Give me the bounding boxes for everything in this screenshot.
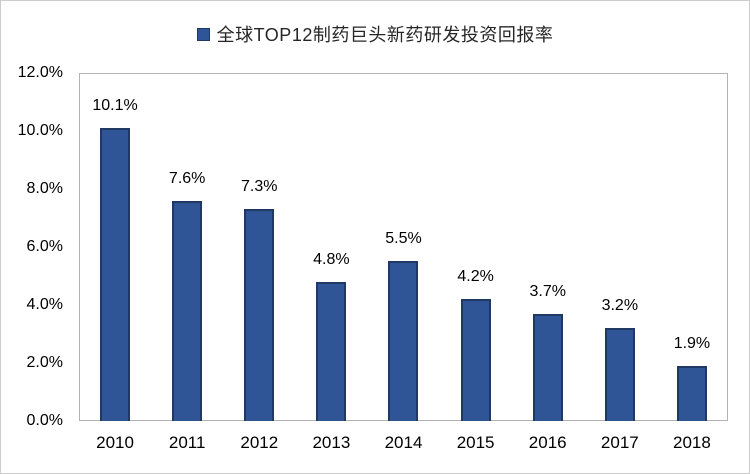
bar bbox=[388, 261, 419, 421]
legend-marker-icon bbox=[196, 27, 210, 41]
bar-group: 4.2% bbox=[440, 73, 512, 421]
x-axis-tick-label: 2015 bbox=[456, 433, 495, 452]
y-axis-tick-label: 12.0% bbox=[17, 64, 63, 81]
bar-value-label: 1.9% bbox=[673, 335, 711, 352]
bar-value-label: 5.5% bbox=[385, 230, 422, 247]
x-axis-tick-label: 2018 bbox=[673, 433, 711, 452]
bar-value-label: 3.7% bbox=[529, 283, 566, 300]
bar bbox=[532, 314, 563, 421]
bar bbox=[604, 328, 635, 421]
bar-value-label: 3.2% bbox=[601, 297, 639, 314]
x-axis-tick-label: 2017 bbox=[600, 433, 639, 452]
bar-layer: 10.1% 7.6% 7.3% 4.8% 5.5% 4.2% 3.7% 3.2% 1.9% bbox=[79, 73, 728, 421]
bar-group: 4.8% bbox=[295, 73, 367, 421]
y-axis-tick-label: 2.0% bbox=[26, 354, 63, 371]
bar-value-label: 4.8% bbox=[313, 251, 350, 268]
x-axis-tick-label: 2011 bbox=[168, 433, 206, 452]
x-axis-tick-label: 2016 bbox=[528, 433, 567, 452]
bar bbox=[172, 201, 203, 421]
bar bbox=[100, 128, 131, 421]
x-axis-tick-label: 2010 bbox=[96, 433, 134, 452]
bar-group: 3.2% bbox=[584, 73, 656, 421]
bar-value-label: 10.1% bbox=[92, 97, 138, 114]
chart-legend: 全球TOP12制药巨头新药研发投资回报率 bbox=[1, 21, 749, 47]
y-axis-tick-label: 8.0% bbox=[26, 180, 63, 197]
x-axis-tick-label: 2014 bbox=[384, 433, 423, 452]
bar-group: 7.3% bbox=[223, 73, 295, 421]
x-axis-tick-label: 2013 bbox=[312, 433, 351, 452]
y-axis-tick-label: 10.0% bbox=[17, 122, 63, 139]
y-axis-tick-label: 4.0% bbox=[26, 296, 63, 313]
bar-group: 10.1% bbox=[79, 73, 151, 421]
bar-group: 7.6% bbox=[151, 73, 223, 421]
y-axis-tick-label: 0.0% bbox=[26, 412, 63, 429]
bar bbox=[244, 209, 275, 421]
bar-value-label: 7.6% bbox=[168, 170, 206, 187]
bar bbox=[676, 366, 707, 421]
x-axis: 2010 2011 2012 2013 2014 2015 2016 2017 2018 bbox=[79, 421, 728, 461]
bar-group: 5.5% bbox=[367, 73, 439, 421]
y-axis: 0.0% 2.0% 4.0% 6.0% 8.0% 10.0% 12.0% bbox=[1, 64, 71, 429]
bar bbox=[460, 299, 491, 421]
bar-value-label: 4.2% bbox=[457, 268, 494, 285]
bar-group: 3.7% bbox=[512, 73, 584, 421]
bar-value-label: 7.3% bbox=[241, 178, 278, 195]
bar bbox=[316, 282, 347, 421]
y-axis-tick-label: 6.0% bbox=[26, 238, 63, 255]
x-axis-tick-label: 2012 bbox=[240, 433, 279, 452]
bar-group: 1.9% bbox=[656, 73, 728, 421]
legend-label: 全球TOP12制药巨头新药研发投资回报率 bbox=[216, 25, 554, 45]
